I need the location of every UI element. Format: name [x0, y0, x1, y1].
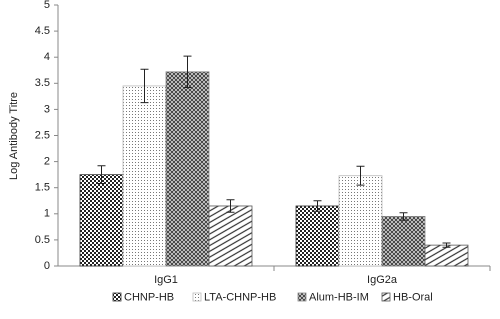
error-bar [97, 165, 106, 185]
error-bar [226, 199, 235, 213]
y-tick-label: 5 [44, 0, 50, 11]
legend-swatch [297, 292, 307, 302]
y-tick-label: 3 [44, 103, 50, 115]
y-tick-label: 2 [44, 156, 50, 168]
y-tick-label: 3.5 [35, 77, 50, 89]
legend-label: LTA-CHNP-HB [204, 291, 276, 303]
y-tick-label: 0 [44, 260, 50, 272]
bar [295, 205, 340, 267]
y-tick-label: 2.5 [35, 129, 50, 141]
legend-swatch [381, 292, 391, 302]
legend-label: CHNP-HB [124, 291, 174, 303]
bar [208, 205, 253, 267]
error-bar [313, 200, 322, 212]
error-bar [356, 165, 365, 186]
bar [165, 71, 210, 267]
x-tick-label: IgG2a [367, 274, 398, 286]
y-tick-label: 1 [44, 208, 50, 220]
bar [338, 175, 383, 267]
bar [122, 85, 167, 267]
legend-swatch [192, 292, 202, 302]
y-axis-label: Log Antibody Titre [8, 92, 20, 180]
bar [424, 244, 469, 267]
y-tick-label: 0.5 [35, 234, 50, 246]
error-bar [442, 242, 451, 248]
error-bar [399, 212, 408, 221]
x-tick-label: IgG1 [154, 274, 178, 286]
y-tick-label: 4.5 [35, 25, 50, 37]
error-bar [183, 55, 192, 88]
bar [381, 216, 426, 267]
legend-label: Alum-HB-IM [309, 291, 369, 303]
legend-swatch [112, 292, 122, 302]
y-tick-label: 1.5 [35, 182, 50, 194]
error-bar [140, 68, 149, 104]
legend-label: HB-Oral [393, 291, 433, 303]
y-tick-label: 4 [44, 51, 50, 63]
bar [79, 174, 124, 267]
